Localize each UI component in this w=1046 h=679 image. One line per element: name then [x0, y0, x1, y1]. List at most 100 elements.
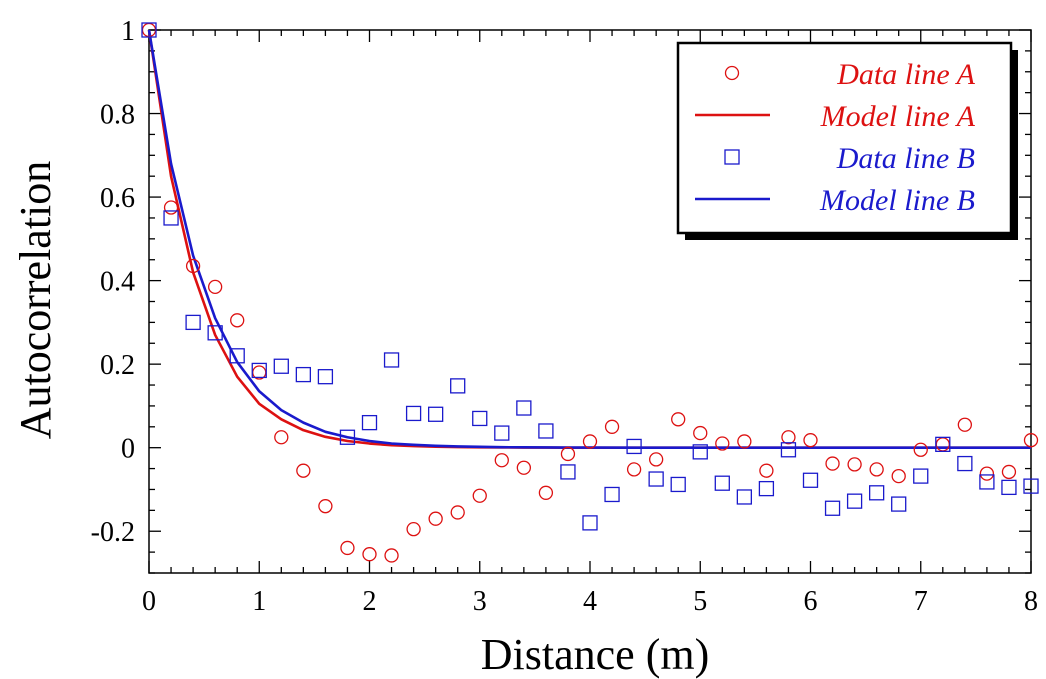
data-point-b [869, 485, 885, 501]
data-point-b [273, 358, 289, 374]
y-tick-label: 0.6 [100, 183, 135, 214]
data-point-b [714, 475, 730, 491]
y-tick-label: 0.8 [100, 100, 135, 131]
data-point-b [692, 444, 708, 460]
x-tick-label: 2 [363, 586, 377, 617]
x-tick-label: 5 [693, 586, 707, 617]
data-point-a [869, 462, 884, 477]
x-tick-label: 3 [473, 586, 487, 617]
data-point-a [472, 488, 487, 503]
series-layer [141, 22, 1039, 563]
data-point-a [560, 446, 576, 462]
data-point-a [626, 462, 642, 477]
data-point-a [715, 436, 730, 451]
data-point-b [339, 429, 356, 445]
data-point-a [979, 466, 995, 481]
legend-label: Data line A [836, 58, 975, 91]
data-point-b [141, 22, 157, 38]
data-point-a [406, 521, 421, 537]
x-tick-label: 4 [583, 586, 597, 617]
data-point-b [604, 486, 620, 503]
x-tick-label: 1 [252, 586, 266, 617]
y-axis-title: Autocorrelation [11, 161, 60, 440]
data-point-b [935, 436, 951, 453]
data-point-a [1023, 433, 1039, 448]
data-point-a [318, 499, 333, 514]
data-point-b [913, 468, 929, 484]
data-point-b [295, 366, 312, 383]
legend-marker-circle [724, 65, 740, 81]
data-point-b [450, 378, 466, 394]
data-point-b [802, 472, 819, 488]
data-point-a [516, 460, 531, 475]
data-point-b [405, 405, 422, 422]
data-point-a [296, 463, 311, 478]
data-point-a [1001, 464, 1017, 480]
data-point-a [207, 279, 223, 295]
data-point-b [538, 423, 554, 439]
y-tick-label: 1 [121, 16, 135, 47]
data-point-a [274, 430, 289, 445]
data-point-b [846, 493, 863, 509]
data-point-a [185, 258, 201, 274]
legend-label: Data line B [836, 142, 975, 175]
data-point-b [758, 480, 775, 497]
data-point-b [582, 515, 598, 531]
data-point-b [207, 325, 223, 341]
data-point-b [824, 500, 841, 516]
y-tick-label: 0.2 [100, 350, 135, 381]
data-point-a [847, 457, 862, 472]
data-point-b [891, 496, 907, 512]
data-point-b [1023, 478, 1039, 494]
data-point-b [736, 489, 752, 505]
x-tick-label: 0 [142, 586, 156, 617]
data-point-a [649, 452, 664, 467]
data-point-b [163, 210, 179, 226]
data-point-a [163, 200, 179, 215]
legend-label: Model line B [819, 184, 975, 217]
data-point-a [781, 430, 796, 445]
legend-marker-square [724, 149, 740, 165]
x-tick-label: 6 [804, 586, 818, 617]
data-point-a [340, 540, 355, 556]
data-point-b [670, 476, 686, 493]
axis-ticks [148, 29, 1032, 574]
x-axis-title: Distance (m) [481, 630, 709, 679]
series-line-model-line-b [147, 29, 1031, 449]
data-point-b [251, 362, 267, 379]
data-point-a [759, 463, 774, 478]
data-point-a [384, 548, 399, 563]
legend-label: Model line A [820, 100, 976, 133]
data-point-b [780, 442, 797, 458]
data-point-b [626, 438, 642, 455]
x-tick-label: 8 [1024, 586, 1038, 617]
y-tick-label: -0.2 [91, 517, 135, 548]
data-point-b [560, 464, 576, 480]
data-point-a [604, 419, 620, 434]
data-point-b [229, 348, 245, 364]
data-point-a [450, 505, 465, 520]
data-point-b [1001, 479, 1017, 496]
data-point-b [494, 425, 510, 441]
data-point-a [957, 417, 972, 432]
data-point-a [671, 412, 686, 427]
x-tick-label: 7 [914, 586, 928, 617]
data-point-a [582, 434, 598, 449]
data-point-a [803, 433, 818, 448]
data-point-a [230, 313, 245, 328]
tick-labels: 0 1 2 3 4 5 6 7 8 -0.2 0 0.2 0.4 0.6 0.8 1 [91, 16, 1038, 617]
y-tick-label: 0 [121, 434, 135, 465]
data-point-a [825, 456, 840, 471]
legend: Data line A Model line A Data line B Model … [676, 41, 1018, 240]
data-point-b [648, 471, 664, 487]
data-point-a [913, 442, 928, 457]
data-point-b [317, 369, 334, 385]
data-point-a [494, 453, 509, 468]
data-point-a [428, 511, 443, 526]
legend-box [676, 41, 1013, 235]
data-point-b [957, 455, 973, 472]
y-tick-label: 0.4 [100, 267, 135, 298]
data-point-b [516, 400, 532, 416]
data-point-a [737, 434, 752, 449]
